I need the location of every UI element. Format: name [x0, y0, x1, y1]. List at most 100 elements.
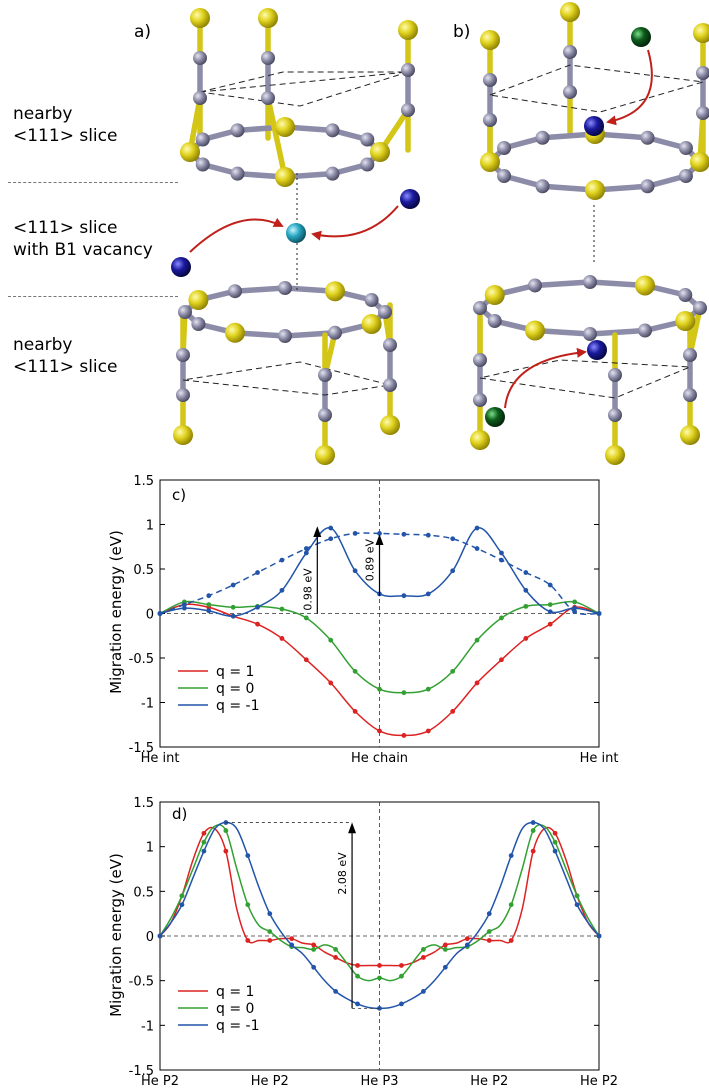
y-tick-label: 1	[146, 519, 154, 534]
data-point	[499, 615, 504, 621]
carbon-atom	[528, 278, 542, 293]
carbon-atom	[193, 51, 207, 65]
carbon-atom	[378, 305, 392, 319]
carbon-atom	[696, 106, 709, 120]
y-tick-label: 0.5	[133, 885, 154, 900]
data-point	[596, 933, 602, 939]
data-point	[450, 536, 456, 542]
x-tick-label: He P3	[360, 1074, 398, 1089]
row-label-lower: nearby <111> slice	[13, 335, 118, 377]
data-point	[421, 947, 426, 952]
carbon-atom	[583, 275, 597, 289]
carbon-atom	[678, 169, 693, 183]
data-point	[279, 636, 285, 641]
data-point	[552, 830, 558, 836]
legend-label: q = 0	[216, 681, 254, 697]
he-atom	[171, 257, 191, 277]
bond	[587, 327, 648, 337]
panel-d-tag: d)	[172, 805, 187, 823]
carbon-atom	[191, 317, 206, 331]
data-point	[181, 605, 187, 611]
data-point	[552, 848, 558, 854]
carbon-atom	[230, 123, 245, 138]
data-point	[245, 902, 251, 908]
he-vacancy-atom	[286, 223, 306, 243]
carbon-atom	[535, 179, 550, 194]
boron-atom	[605, 445, 625, 465]
data-point	[442, 964, 448, 970]
data-point	[596, 611, 602, 616]
chart-c: c) Migration energy (eV) 1.5 1 0.5 0 -0.5 -1 -…	[107, 474, 619, 766]
atomic-structures-figure	[171, 2, 709, 465]
y-tick-label: -1.5	[129, 1064, 154, 1079]
carbon-atom	[483, 113, 497, 127]
he-atom-green	[485, 407, 505, 427]
carbon-atom	[318, 408, 332, 422]
boron-atom	[675, 311, 696, 331]
y-tick-label: -1	[141, 697, 154, 712]
carbon-atom	[483, 73, 497, 87]
data-point	[508, 902, 514, 908]
data-point	[450, 709, 456, 714]
boron-atom	[275, 117, 295, 137]
annotation-label: 0.98 eV	[301, 568, 314, 611]
data-point	[523, 587, 529, 593]
data-point	[328, 680, 334, 686]
x-tick-label: He P2	[580, 1074, 618, 1089]
carbon-atom	[683, 348, 697, 362]
x-tick-label: He P2	[470, 1074, 508, 1089]
data-point	[523, 603, 529, 609]
data-point	[289, 942, 295, 948]
data-point	[230, 582, 236, 588]
he-atom	[400, 189, 420, 209]
data-point	[421, 988, 426, 994]
boron-atom	[635, 275, 655, 296]
x-tick-label: He P2	[141, 1074, 179, 1089]
carbon-atom	[176, 388, 190, 402]
data-point	[574, 893, 580, 899]
carbon-atom	[696, 66, 709, 80]
annotation-label: 0.89 eV	[364, 538, 377, 581]
legend-label: q = 0	[216, 1001, 254, 1017]
data-point	[311, 947, 317, 952]
carbon-atom	[473, 353, 487, 367]
boron-atom	[225, 322, 245, 343]
y-tick-label: -1.5	[129, 741, 154, 756]
x-tick-label: He P2	[251, 1074, 289, 1089]
data-point	[352, 531, 358, 536]
arrow-head	[313, 526, 322, 537]
carbon-atom	[228, 284, 242, 299]
data-point	[508, 938, 514, 943]
data-point	[328, 536, 334, 542]
carbon-atom	[497, 141, 512, 155]
data-point	[279, 557, 285, 563]
migration-arrow	[311, 205, 399, 241]
data-point	[425, 728, 431, 734]
chart-c-ylabel: Migration energy (eV)	[107, 530, 125, 694]
data-point	[311, 942, 317, 948]
data-point	[474, 680, 480, 686]
data-point	[552, 839, 558, 845]
legend-label: q = 1	[216, 984, 254, 1000]
arrow-head	[375, 534, 384, 545]
boron-atom	[173, 425, 193, 445]
data-point	[206, 608, 212, 614]
carbon-atom	[608, 408, 622, 422]
data-point	[508, 853, 514, 858]
x-tick-label: He int	[580, 751, 619, 766]
data-point	[572, 609, 578, 615]
data-point	[201, 830, 207, 836]
data-point	[474, 525, 480, 531]
data-point	[421, 955, 426, 960]
data-point	[486, 929, 492, 934]
separator-lower	[8, 296, 178, 297]
data-point	[245, 938, 251, 943]
data-point	[352, 709, 358, 714]
carbon-atom	[640, 179, 655, 194]
boron-atom	[693, 23, 709, 43]
data-point	[401, 531, 407, 537]
y-tick-label: 0	[146, 608, 154, 623]
boron-atom	[325, 281, 345, 302]
data-point	[303, 657, 309, 663]
data-point	[499, 557, 504, 563]
